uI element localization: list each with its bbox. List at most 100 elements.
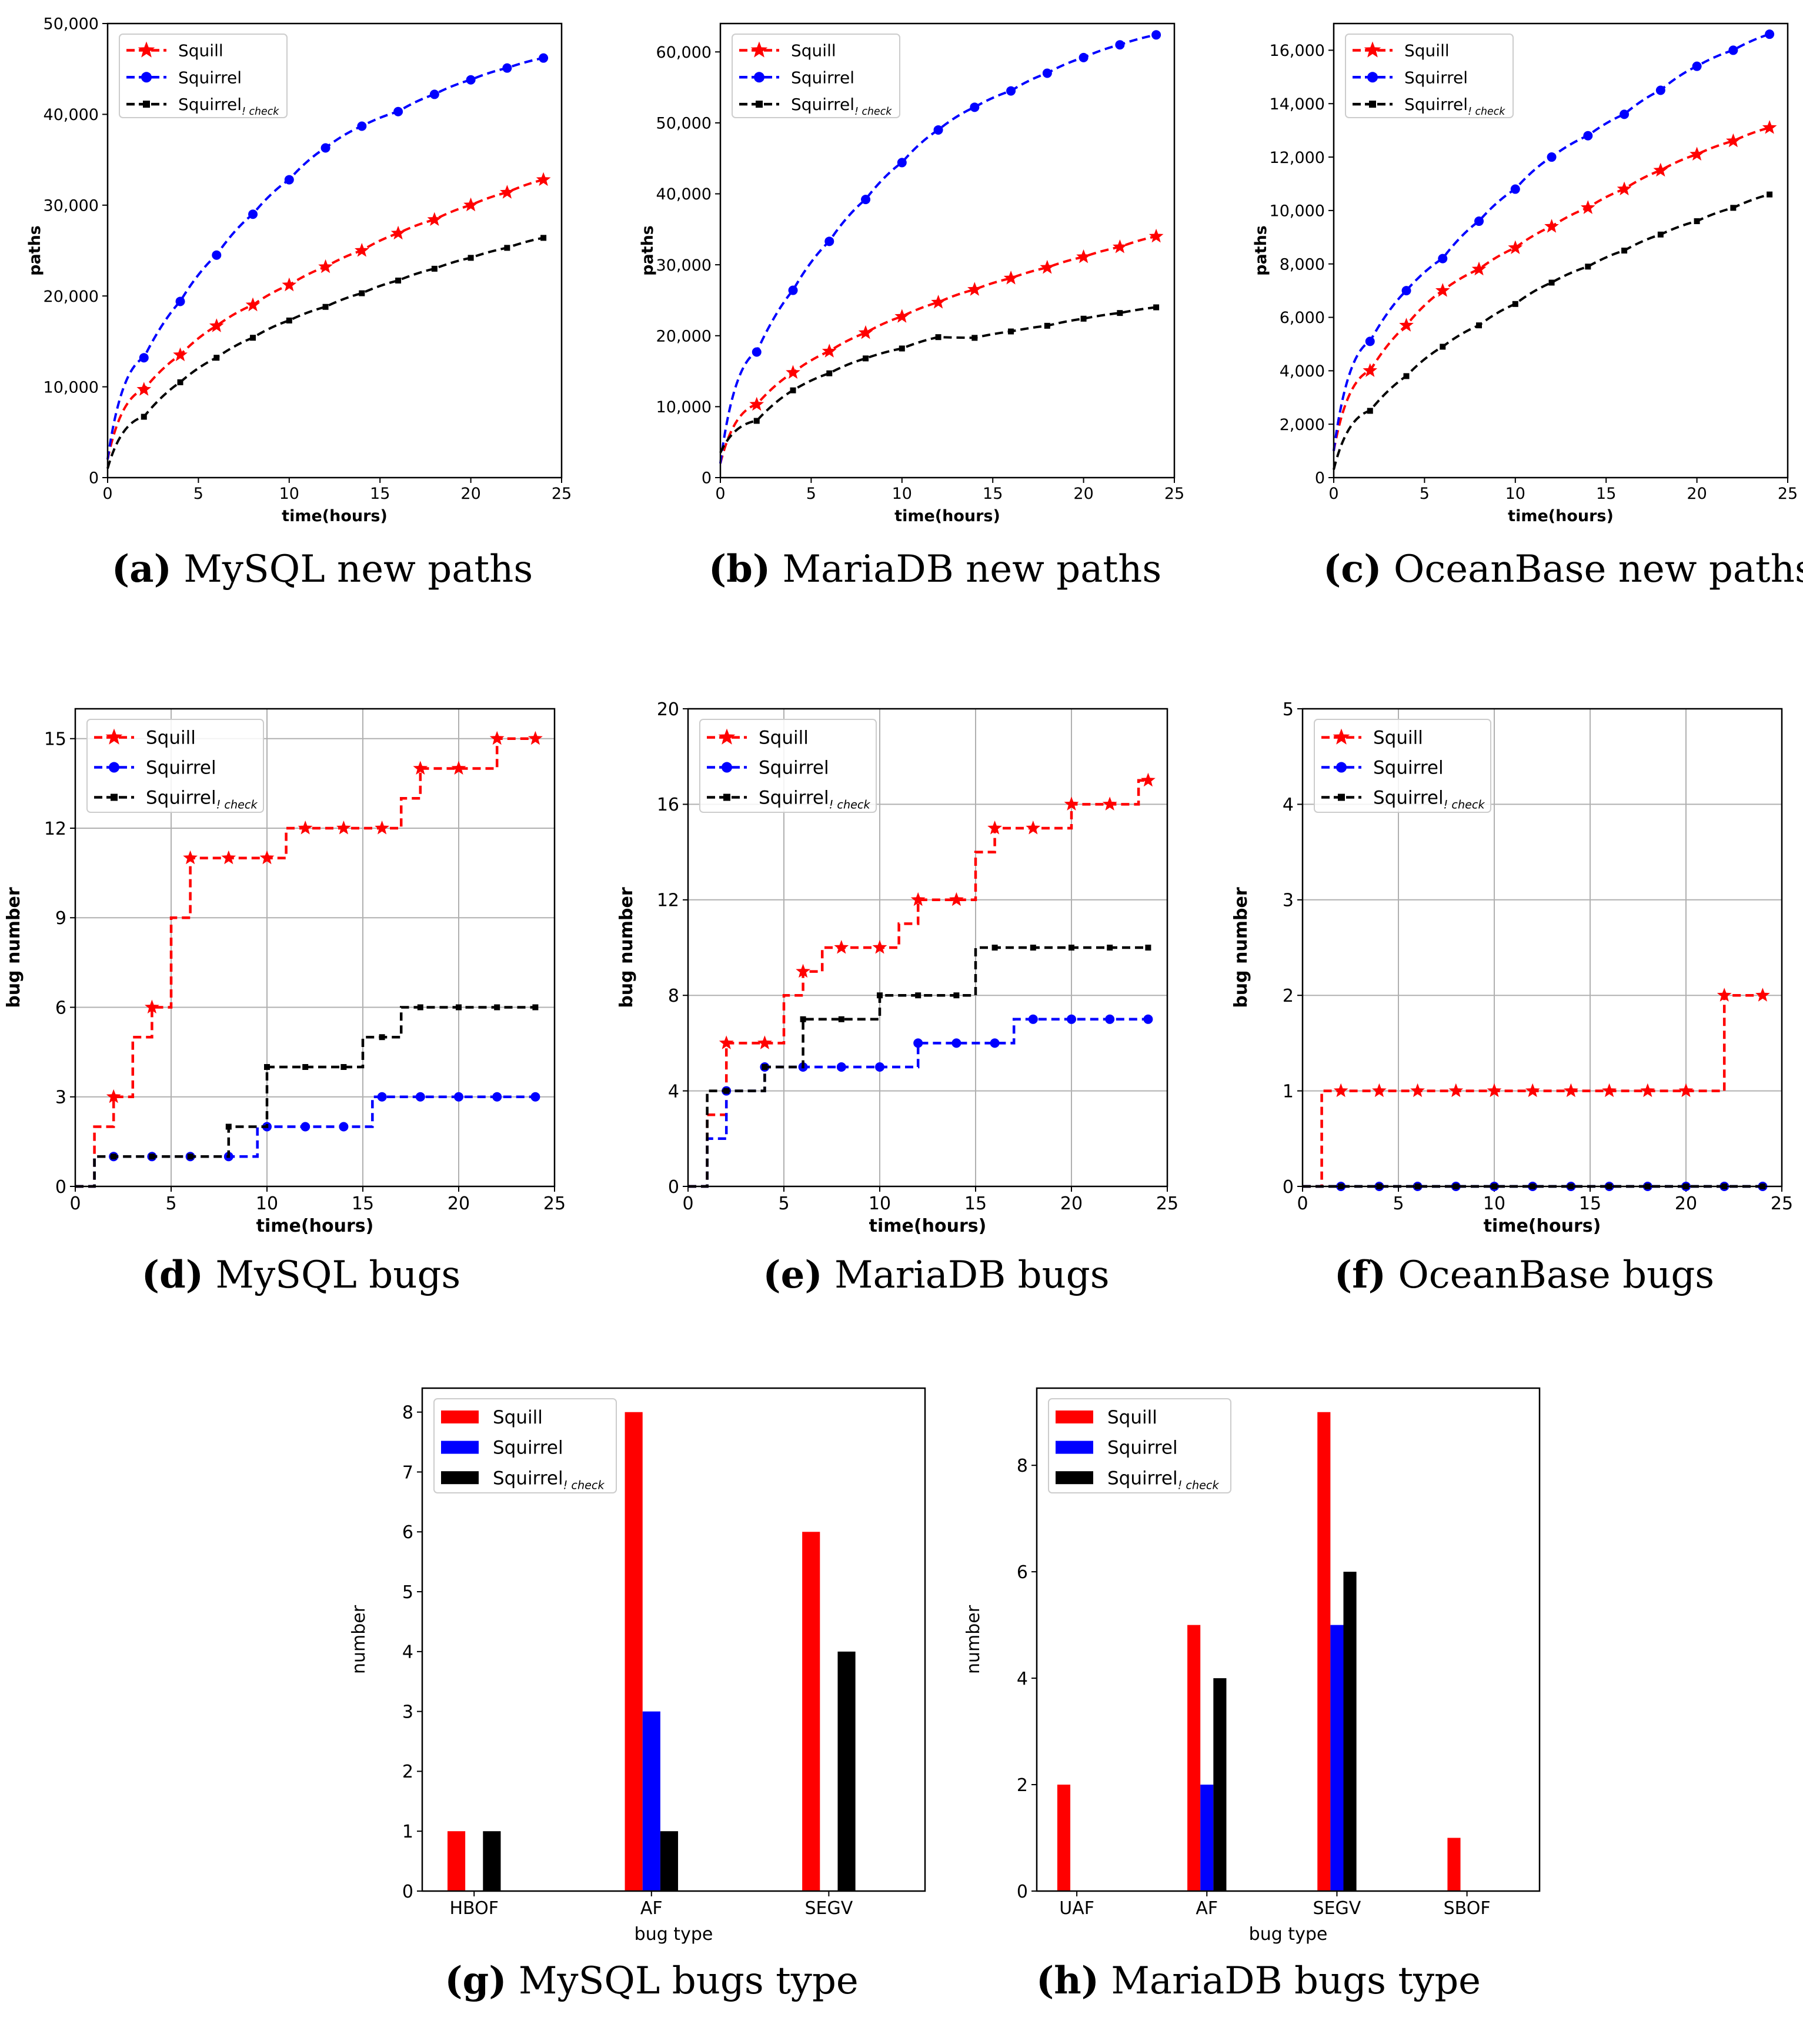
data-point [1145, 945, 1151, 951]
data-point [1564, 1083, 1578, 1098]
data-point [1410, 1083, 1425, 1098]
x-tick-label: 10 [1483, 1193, 1505, 1214]
x-tick-label: 25 [1164, 485, 1184, 503]
data-point [834, 940, 849, 954]
data-point [1044, 322, 1050, 329]
data-point [788, 285, 798, 295]
x-tick-label: 5 [193, 485, 203, 503]
legend [1345, 34, 1514, 118]
data-point [336, 821, 351, 835]
data-point [1583, 131, 1593, 141]
data-point [141, 414, 147, 420]
data-point [858, 325, 873, 339]
x-tick-label: 25 [1778, 485, 1798, 503]
legend-label-0: Squill [1107, 1407, 1157, 1428]
caption-letter: (a) [111, 547, 172, 591]
data-point [375, 821, 389, 835]
x-tick-label: 25 [543, 1193, 566, 1214]
x-axis-label: time(hours) [282, 507, 388, 525]
legend-marker-2 [143, 101, 150, 108]
category-label: UAF [1059, 1898, 1094, 1919]
y-axis-label: number [349, 1605, 369, 1674]
data-point [1435, 283, 1450, 297]
legend-label-0: Squill [1373, 728, 1423, 749]
x-tick-label: 25 [1156, 1193, 1178, 1214]
y-tick-label: 12,000 [1270, 149, 1325, 167]
caption-h: (h) MariaDB bugs type [1023, 1959, 1494, 2003]
legend [119, 34, 288, 118]
data-point [245, 297, 261, 312]
bar-segv-2 [837, 1651, 856, 1891]
data-point [1640, 1083, 1655, 1098]
legend [86, 719, 264, 813]
x-tick-label: 0 [1297, 1193, 1308, 1214]
series-line-2 [1333, 193, 1770, 470]
data-point [377, 1092, 387, 1102]
panel-b: 0 5 10 15 20 25 0 10,000 20,000 30,000 40,000 50,00… [639, 22, 1184, 525]
x-tick-label: 5 [1420, 485, 1430, 503]
data-point [1113, 239, 1127, 254]
legend-swatch-1 [441, 1441, 479, 1454]
data-point [1602, 1083, 1617, 1098]
data-point [949, 892, 964, 906]
y-axis-label: paths [639, 225, 657, 276]
y-tick-label: 40,000 [44, 106, 99, 124]
data-point [1440, 344, 1446, 350]
x-axis-label: bug type [1249, 1924, 1328, 1945]
data-point [431, 265, 438, 272]
data-point [1621, 248, 1628, 254]
data-point [1620, 109, 1630, 119]
y-tick-label: 12 [657, 891, 679, 911]
data-point [872, 940, 887, 954]
x-tick-label: 10 [256, 1193, 278, 1214]
data-point [1547, 152, 1557, 162]
data-point [1471, 261, 1487, 276]
caption-text: MariaDB bugs [822, 1253, 1110, 1297]
y-tick-label: 0 [668, 1177, 679, 1198]
bar-segv-2 [1343, 1572, 1357, 1891]
legend-label-0: Squill [146, 728, 196, 749]
data-point [1064, 796, 1079, 811]
data-point [1726, 133, 1741, 148]
data-point [395, 277, 402, 284]
bar-hbof-0 [447, 1831, 466, 1891]
data-point [757, 1035, 772, 1049]
legend [699, 719, 877, 813]
bar-af-2 [660, 1831, 679, 1891]
data-point [1765, 29, 1775, 39]
data-point [933, 125, 943, 135]
y-tick-label: 1 [1283, 1081, 1294, 1102]
data-point [209, 318, 224, 332]
data-point [1076, 249, 1091, 264]
x-tick-label: 10 [1505, 485, 1525, 503]
legend-swatch-0 [441, 1410, 479, 1423]
caption-letter: (g) [445, 1959, 507, 2003]
y-tick-label: 7 [402, 1462, 413, 1483]
data-point [786, 365, 800, 379]
data-point [390, 225, 406, 240]
y-tick-label: 30,000 [656, 256, 712, 275]
legend-label-1: Squirrel [1404, 68, 1468, 87]
data-point [1143, 1014, 1153, 1024]
data-point [1080, 315, 1087, 322]
legend [433, 1398, 617, 1493]
data-point [991, 945, 998, 951]
bar-af-1 [642, 1711, 660, 1891]
data-point [284, 175, 294, 185]
x-tick-label: 5 [165, 1193, 176, 1214]
plot-frame [687, 708, 1168, 1188]
x-tick-label: 15 [370, 485, 390, 503]
data-point [838, 1016, 844, 1022]
legend-marker-2 [723, 793, 730, 801]
data-point [953, 992, 960, 999]
caption-letter: (e) [763, 1253, 823, 1297]
series-line-2 [719, 306, 1157, 454]
plot-frame [1036, 1387, 1541, 1892]
plot-frame [1333, 22, 1789, 479]
bar-af-1 [1200, 1785, 1214, 1891]
series-line-2 [688, 946, 1148, 1188]
data-point [1069, 945, 1074, 951]
data-point [1657, 231, 1664, 238]
data-point [910, 892, 926, 906]
